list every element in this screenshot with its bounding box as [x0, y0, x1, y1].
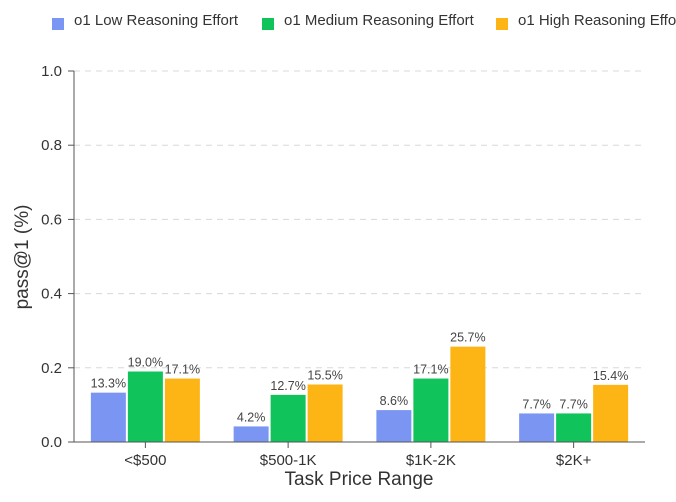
- bar-value-label: 7.7%: [559, 397, 588, 411]
- legend-swatch-high: [496, 18, 508, 30]
- bar: [127, 371, 163, 442]
- y-tick-label: 0.4: [41, 286, 62, 303]
- bar: [90, 392, 126, 442]
- x-tick-label: <$500: [124, 452, 166, 469]
- y-tick-label: 0.6: [41, 211, 62, 228]
- bar: [233, 426, 269, 442]
- x-tick-label: $1K-2K: [406, 452, 456, 469]
- legend-swatch-low: [52, 18, 64, 30]
- bar: [593, 384, 629, 442]
- bar-value-label: 4.2%: [237, 410, 266, 424]
- legend-label-low: o1 Low Reasoning Effort: [74, 12, 238, 29]
- y-tick-label: 0.2: [41, 360, 62, 377]
- y-tick-label: 0.8: [41, 137, 62, 154]
- legend-label-medium: o1 Medium Reasoning Effort: [284, 12, 474, 29]
- legend-item-low: o1 Low Reasoning Effort: [52, 12, 274, 30]
- y-tick-label: 1.0: [41, 63, 62, 80]
- bar: [270, 394, 306, 442]
- legend-item-high: o1 High Reasoning Effort: [496, 12, 676, 30]
- bar: [307, 384, 343, 442]
- legend-label-high: o1 High Reasoning Effort: [518, 12, 676, 29]
- x-tick-label: $2K+: [556, 452, 592, 469]
- bars: 13.3%19.0%17.1%4.2%12.7%15.5%8.6%17.1%25…: [90, 331, 629, 442]
- bar-value-label: 17.1%: [413, 363, 448, 377]
- bar: [450, 346, 486, 442]
- bar: [413, 378, 449, 442]
- x-axis-label: Task Price Range: [285, 469, 434, 490]
- legend-item-medium: o1 Medium Reasoning Effort: [262, 12, 484, 30]
- y-tick-label: 0.0: [41, 434, 62, 451]
- bar-value-label: 15.4%: [593, 369, 628, 383]
- y-axis-label: pass@1 (%): [12, 205, 33, 310]
- bar-value-label: 12.7%: [270, 379, 305, 393]
- bar: [556, 413, 592, 442]
- bar-value-label: 25.7%: [450, 331, 485, 345]
- bar-value-label: 13.3%: [91, 377, 126, 391]
- bar: [376, 410, 412, 442]
- bar-value-label: 8.6%: [380, 394, 409, 408]
- bar-value-label: 17.1%: [165, 363, 200, 377]
- bar-value-label: 7.7%: [522, 397, 551, 411]
- bar-value-label: 19.0%: [128, 356, 163, 370]
- bar: [164, 378, 200, 442]
- axes: 0.0 0.2 0.4 0.6 0.8 1.0 <$500 $500-1K $1K-2K $2K+: [41, 63, 645, 469]
- legend-swatch-medium: [262, 18, 274, 30]
- x-tick-label: $500-1K: [260, 452, 317, 469]
- grid: [74, 70, 645, 369]
- bar-value-label: 15.5%: [307, 368, 342, 382]
- legend: o1 Low Reasoning Effort o1 Medium Reason…: [0, 12, 676, 52]
- bar: [519, 413, 555, 442]
